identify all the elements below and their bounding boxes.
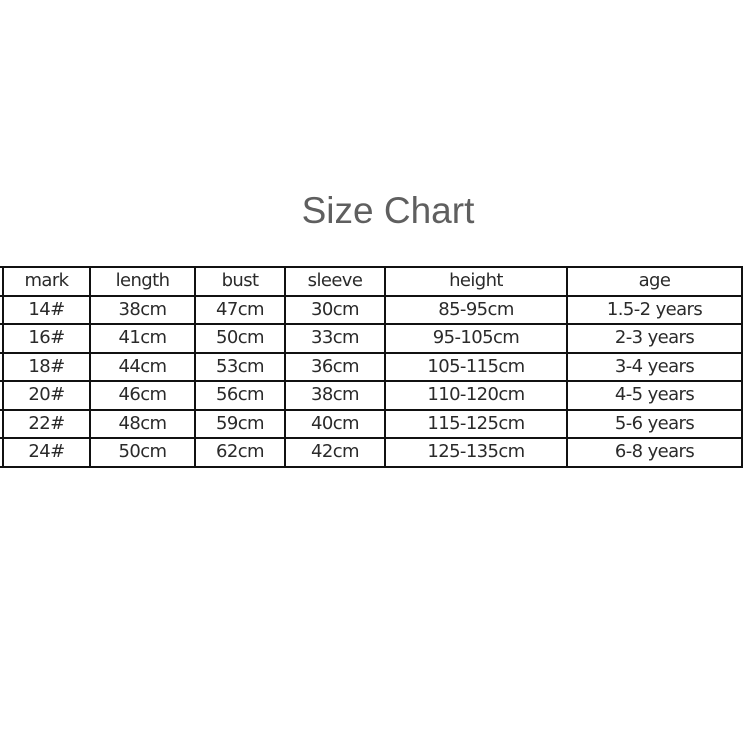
table-cell: 50cm bbox=[194, 323, 286, 354]
header-row: mark length bust sleeve height age bbox=[0, 266, 743, 297]
table-cell: 40cm bbox=[284, 408, 386, 439]
table-cell: 50cm bbox=[89, 437, 196, 468]
table-row: 20# 46cm 56cm 38cm 110-120cm 4-5 years bbox=[0, 380, 743, 411]
table-cell: 53cm bbox=[194, 351, 286, 382]
table-cell: 41cm bbox=[89, 323, 196, 354]
table-cell: 2-3 years bbox=[566, 323, 743, 354]
table-cell: 20# bbox=[2, 380, 91, 411]
table-cell: 110-120cm bbox=[384, 380, 568, 411]
cut-off-cell bbox=[0, 437, 4, 468]
table-cell: 36cm bbox=[284, 351, 386, 382]
table-cell: 6-8 years bbox=[566, 437, 743, 468]
table-cell: 38cm bbox=[89, 294, 196, 325]
page-title: Size Chart bbox=[301, 190, 475, 231]
table-cell: 18# bbox=[2, 351, 91, 382]
table-cell: 48cm bbox=[89, 408, 196, 439]
table-row: 22# 48cm 59cm 40cm 115-125cm 5-6 years bbox=[0, 408, 743, 439]
table-cell: 42cm bbox=[284, 437, 386, 468]
table-cell: 62cm bbox=[194, 437, 286, 468]
table-cell: 1.5-2 years bbox=[566, 294, 743, 325]
table-row: 18# 44cm 53cm 36cm 105-115cm 3-4 years bbox=[0, 351, 743, 382]
table-cell: 14# bbox=[2, 294, 91, 325]
table-cell: 5-6 years bbox=[566, 408, 743, 439]
table-row: 24# 50cm 62cm 42cm 125-135cm 6-8 years bbox=[0, 437, 743, 468]
table-cell: 105-115cm bbox=[384, 351, 568, 382]
column-header: age bbox=[566, 266, 743, 297]
table-cell: 47cm bbox=[194, 294, 286, 325]
table-cell: 125-135cm bbox=[384, 437, 568, 468]
table-cell: 95-105cm bbox=[384, 323, 568, 354]
size-table: mark length bust sleeve height age 14# 38cm 47cm… bbox=[0, 266, 743, 468]
column-header: mark bbox=[2, 266, 91, 297]
table-cell: 56cm bbox=[194, 380, 286, 411]
table-cell: 24# bbox=[2, 437, 91, 468]
table-cell: 44cm bbox=[89, 351, 196, 382]
table-cell: 38cm bbox=[284, 380, 386, 411]
column-header: height bbox=[384, 266, 568, 297]
table-cell: 30cm bbox=[284, 294, 386, 325]
table-cell: 85-95cm bbox=[384, 294, 568, 325]
column-header: length bbox=[89, 266, 196, 297]
column-header: bust bbox=[194, 266, 286, 297]
table-cell: 46cm bbox=[89, 380, 196, 411]
table-row: 16# 41cm 50cm 33cm 95-105cm 2-3 years bbox=[0, 323, 743, 354]
table-cell: 33cm bbox=[284, 323, 386, 354]
table-cell: 22# bbox=[2, 408, 91, 439]
table-cell: 3-4 years bbox=[566, 351, 743, 382]
table-cell: 115-125cm bbox=[384, 408, 568, 439]
table-cell: 59cm bbox=[194, 408, 286, 439]
column-header: sleeve bbox=[284, 266, 386, 297]
table-cell: 16# bbox=[2, 323, 91, 354]
table-row: 14# 38cm 47cm 30cm 85-95cm 1.5-2 years bbox=[0, 294, 743, 325]
table-cell: 4-5 years bbox=[566, 380, 743, 411]
